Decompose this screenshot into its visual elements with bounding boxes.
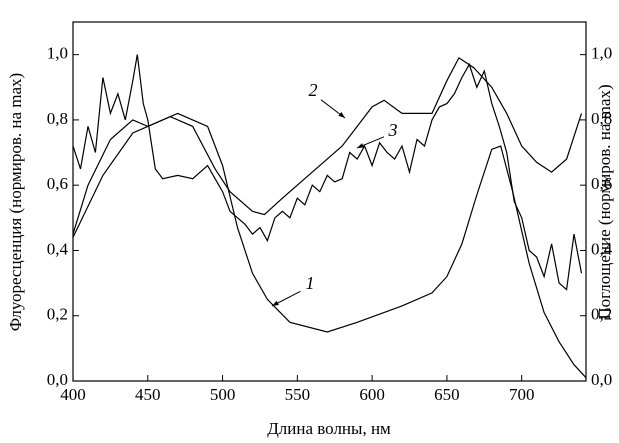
y-tick-label: 1,0 xyxy=(47,44,68,63)
x-tick-label: 500 xyxy=(210,385,236,404)
line-series xyxy=(72,112,587,379)
plot-frame xyxy=(72,21,587,382)
y2-tick-label: 0,6 xyxy=(591,174,612,193)
x-axis-label: Длина волны, нм xyxy=(267,419,391,438)
arrow-head xyxy=(357,143,364,148)
y2-tick-label: 0,8 xyxy=(591,109,612,128)
y2-tick-label: 0,4 xyxy=(591,239,613,258)
series-label: 2 xyxy=(309,80,318,100)
y-axis-label: Флуоресценция (нормиров. на max) xyxy=(6,73,25,331)
line-series xyxy=(72,57,583,235)
series-label: 1 xyxy=(306,273,315,293)
y-tick-label: 0,6 xyxy=(47,174,68,193)
y2-tick-label: 1,0 xyxy=(591,44,612,63)
arrow-head xyxy=(338,111,345,118)
y-tick-label: 0,2 xyxy=(47,305,68,324)
x-tick-label: 450 xyxy=(135,385,161,404)
series-label: 3 xyxy=(388,120,398,140)
x-tick-label: 550 xyxy=(285,385,311,404)
x-tick-label: 650 xyxy=(434,385,460,404)
y2-axis-label: Поглощение (нормиров. на max) xyxy=(595,84,614,319)
x-tick-label: 600 xyxy=(359,385,385,404)
arrow-head xyxy=(272,300,279,306)
x-tick-label: 700 xyxy=(509,385,535,404)
line-series xyxy=(72,54,583,291)
y-tick-label: 0,4 xyxy=(47,239,69,258)
y-tick-label: 0,8 xyxy=(47,109,68,128)
y2-tick-label: 0,0 xyxy=(591,370,612,389)
y2-tick-label: 0,2 xyxy=(591,305,612,324)
y-tick-label: 0,0 xyxy=(47,370,68,389)
x-tick-label: 400 xyxy=(60,385,86,404)
